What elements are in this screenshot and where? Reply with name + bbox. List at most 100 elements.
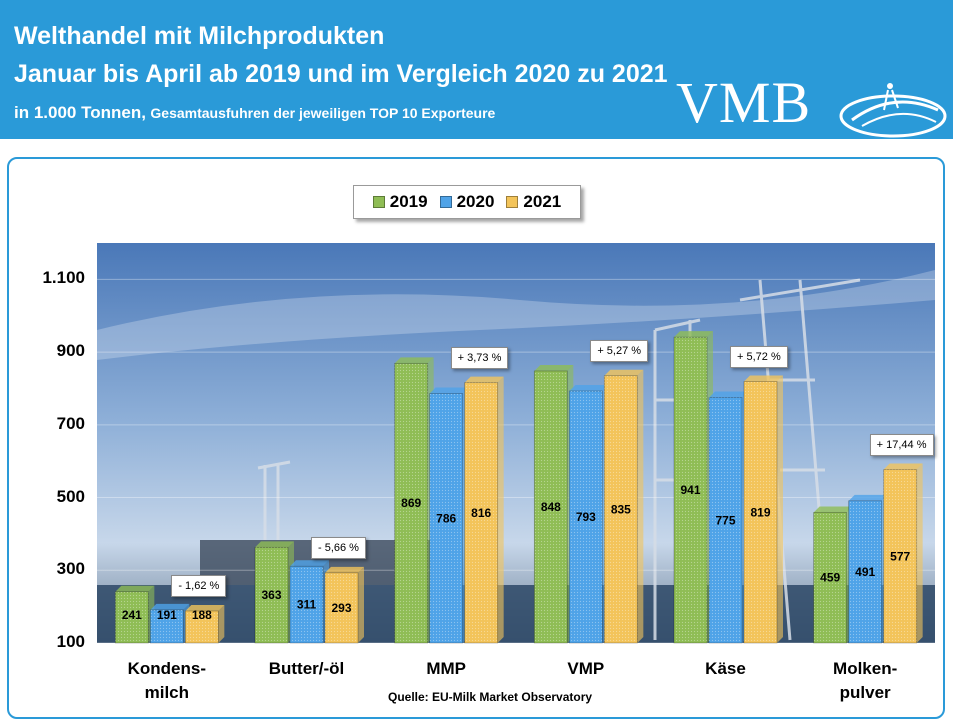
bar-texture-2019 — [674, 337, 707, 643]
legend-item-2020: 2020 — [439, 192, 495, 212]
legend-swatch-2019 — [372, 196, 385, 208]
legend-label-2019: 2019 — [389, 192, 428, 211]
bar-value-label: 363 — [261, 588, 281, 602]
unit-label: in 1.000 Tonnen, — [14, 103, 146, 122]
bar-texture-2021 — [464, 382, 498, 643]
bar-side-2021 — [916, 463, 923, 643]
x-category-label: Käse — [705, 659, 746, 678]
y-tick-label: 500 — [56, 486, 85, 506]
bar-value-label: 311 — [297, 598, 317, 612]
bar-texture-2020 — [290, 566, 323, 643]
y-tick-label: 900 — [56, 341, 85, 361]
bar-texture-2021 — [185, 611, 219, 643]
x-category-label: Kondens-milch — [127, 659, 207, 702]
bar-top-2020 — [848, 494, 888, 501]
chart-subtitle: Januar bis April ab 2019 und im Vergleic… — [14, 60, 668, 88]
vmb-logo-text: VMB — [676, 70, 812, 135]
vmb-logo: VMB — [676, 74, 948, 138]
legend-item-2021: 2021 — [506, 192, 561, 212]
bar-texture-2019 — [534, 371, 568, 643]
bar-top-2020 — [150, 603, 190, 610]
unit-description-rest: Gesamtausfuhren der jeweiligen TOP 10 Ex… — [150, 105, 496, 121]
x-category-label: MMP — [426, 659, 466, 678]
bar-top-2020 — [569, 385, 609, 391]
chart-title: Welthandel mit Milchprodukten — [14, 22, 385, 50]
bar-top-2020 — [429, 387, 469, 394]
bar-value-label: 786 — [436, 511, 456, 525]
x-category-label: Molken-pulver — [833, 659, 898, 702]
bar-texture-2021 — [325, 572, 358, 643]
bar-top-2021 — [604, 369, 644, 376]
bar-texture-2019 — [813, 512, 847, 643]
x-category-label: VMP — [567, 659, 605, 678]
legend-swatch-2020 — [439, 196, 452, 208]
bar-texture-2021 — [883, 469, 917, 643]
bar-top-2020 — [290, 560, 329, 567]
bar-top-2021 — [185, 605, 225, 611]
change-label: + 5,27 % — [590, 339, 649, 362]
bar-texture-2020 — [429, 393, 463, 643]
bar-texture-2020 — [709, 397, 742, 643]
background-clouds — [97, 270, 935, 360]
bar-top-2019 — [115, 585, 155, 592]
y-tick-label: 300 — [56, 559, 85, 579]
bar-value-label: 941 — [680, 483, 700, 497]
y-tick-label: 1.100 — [42, 268, 85, 288]
bar-side-2021 — [358, 566, 364, 643]
legend-label-2020: 2020 — [456, 192, 495, 211]
change-label: - 5,66 % — [311, 536, 366, 559]
legend-label-2021: 2021 — [523, 192, 562, 211]
bar-texture-2021 — [604, 375, 638, 643]
bar-top-2020 — [709, 391, 748, 398]
bar-side-2021 — [637, 369, 644, 643]
bar-value-label: 775 — [715, 513, 735, 527]
change-label: + 17,44 % — [869, 433, 934, 456]
vmb-logo-swoosh-icon — [839, 83, 947, 138]
bar-value-label: 816 — [471, 506, 491, 520]
change-label: - 1,62 % — [171, 575, 227, 597]
bar-texture-2020 — [848, 500, 882, 643]
y-tick-label: 700 — [56, 413, 85, 433]
bar-value-label: 869 — [401, 496, 421, 510]
bar-side-2021 — [218, 605, 225, 643]
source-note: Quelle: EU-Milk Market Observatory — [388, 690, 593, 704]
chart-legend: 2019 2020 2021 — [353, 185, 581, 219]
bar-value-label: 793 — [576, 510, 596, 524]
bar-top-2021 — [325, 566, 364, 573]
bar-value-label: 577 — [890, 549, 910, 563]
bar-value-label: 241 — [122, 608, 142, 622]
bar-texture-2020 — [150, 609, 184, 643]
bar-top-2019 — [255, 541, 294, 548]
bar-side-2021 — [497, 376, 504, 643]
bar-texture-2019 — [394, 363, 428, 643]
y-tick-label: 100 — [56, 632, 85, 651]
bar-value-label: 835 — [611, 502, 631, 516]
bar-texture-2019 — [255, 547, 288, 643]
x-category-label: Butter/-öl — [268, 659, 345, 678]
background-sea — [97, 585, 935, 643]
legend-item-2019: 2019 — [372, 192, 428, 212]
bar-side-2021 — [777, 375, 783, 643]
bar-top-2019 — [394, 357, 434, 364]
bar-top-2021 — [883, 463, 923, 470]
bar-top-2019 — [813, 506, 853, 513]
bar-value-label: 459 — [820, 571, 840, 585]
header-banner: Welthandel mit Milchprodukten Januar bis… — [0, 0, 953, 139]
bar-top-2021 — [744, 375, 783, 382]
bar-value-label: 191 — [157, 608, 177, 622]
bar-texture-2019 — [115, 591, 149, 643]
bar-value-label: 848 — [541, 500, 561, 514]
bar-value-label: 819 — [750, 505, 770, 519]
bar-value-label: 293 — [331, 601, 351, 615]
unit-description: in 1.000 Tonnen, Gesamtausfuhren der jew… — [14, 103, 495, 123]
change-label: + 3,73 % — [450, 346, 509, 369]
legend-swatch-2021 — [506, 196, 519, 208]
bar-top-2019 — [534, 365, 574, 371]
bar-top-2021 — [464, 376, 504, 383]
bar-value-label: 491 — [855, 565, 875, 579]
bar-value-label: 188 — [192, 608, 212, 622]
change-label: + 5,72 % — [730, 345, 788, 368]
bar-texture-2020 — [569, 391, 603, 643]
bar-top-2019 — [674, 331, 713, 338]
